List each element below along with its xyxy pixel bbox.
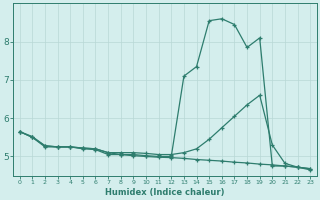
X-axis label: Humidex (Indice chaleur): Humidex (Indice chaleur) [105,188,225,197]
